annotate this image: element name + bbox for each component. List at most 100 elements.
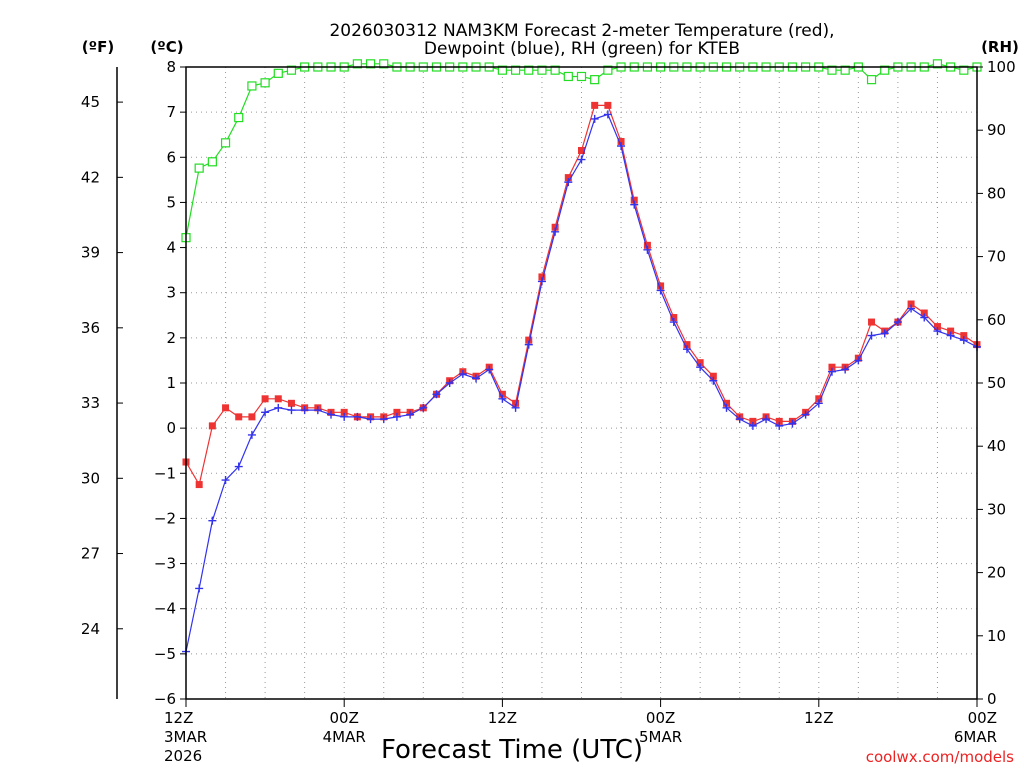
rh-point: [880, 65, 890, 75]
temperature-point: [868, 318, 876, 326]
dewpoint-point: [762, 415, 771, 424]
rh-point: [537, 65, 547, 75]
axis-ticks: −6−5−4−3−2−10123456782427303336394245010…: [81, 58, 1016, 765]
dewpoint-point: [406, 410, 415, 419]
x-tick-label: 00Z: [330, 709, 359, 727]
x-tick-date-label: 4MAR: [323, 728, 366, 746]
dewpoint-point: [195, 584, 204, 593]
dewpoint-point: [682, 345, 691, 354]
dewpoint-point: [630, 200, 639, 209]
rh-point: [590, 75, 600, 85]
temperature-point: [261, 395, 269, 403]
rh-point: [550, 65, 560, 75]
temperature-point: [749, 417, 757, 425]
x-tick-label: 12Z: [488, 709, 517, 727]
dewpoint-point: [722, 403, 731, 412]
chart-subtitle: Dewpoint (blue), RH (green) for KTEB: [424, 39, 740, 59]
temperature-point: [222, 404, 230, 412]
temperature-point: [498, 390, 506, 398]
fahrenheit-tick-label: 39: [81, 244, 100, 262]
rh-point: [365, 59, 376, 69]
temperature-point: [643, 241, 651, 249]
dewpoint-point: [867, 331, 876, 340]
temperature-point: [960, 332, 968, 340]
dewpoint-point: [827, 367, 836, 376]
fahrenheit-tick-label: 36: [81, 319, 100, 337]
dewpoint-point: [696, 363, 705, 372]
dewpoint-point: [366, 415, 375, 424]
dewpoint-point: [458, 369, 467, 378]
rh-tick-label: 40: [987, 437, 1006, 455]
celsius-tick-label: 6: [166, 148, 176, 166]
temperature-point: [287, 399, 295, 407]
temperature-point: [907, 300, 915, 308]
dewpoint-point: [880, 329, 889, 338]
rh-point: [207, 157, 217, 167]
rh-point: [234, 112, 244, 123]
celsius-axis-unit: (ºC): [150, 38, 183, 56]
rh-point: [352, 59, 362, 69]
rh-tick-label: 80: [987, 184, 1006, 202]
rh-tick-label: 30: [987, 500, 1006, 518]
celsius-tick-label: 5: [166, 193, 176, 211]
temperature-point: [235, 413, 243, 421]
rh-point: [576, 71, 587, 82]
rh-tick-label: 100: [987, 58, 1016, 76]
temperature-point: [815, 395, 823, 403]
dewpoint-point: [590, 114, 599, 123]
rh-point: [959, 65, 969, 75]
temperature-point: [340, 408, 348, 416]
temperature-point: [709, 372, 717, 380]
dewpoint-point: [854, 356, 863, 365]
rh-tick-label: 50: [987, 374, 1006, 392]
dewpoint-point: [340, 412, 349, 421]
temperature-point: [604, 101, 612, 109]
temperature-point: [617, 137, 625, 145]
dewpoint-point: [643, 245, 652, 254]
temperature-point: [920, 309, 928, 317]
celsius-tick-label: −3: [154, 555, 176, 573]
dewpoint-point: [814, 399, 823, 408]
rh-axis-unit: (RH): [981, 38, 1019, 56]
dewpoint-point: [379, 415, 388, 424]
rh-point: [497, 65, 507, 75]
rh-point: [260, 78, 270, 88]
celsius-tick-label: 3: [166, 284, 176, 302]
rh-tick-label: 10: [987, 627, 1006, 645]
dewpoint-point: [274, 403, 283, 412]
temperature-point: [947, 327, 955, 335]
dewpoint-point: [907, 304, 916, 313]
rh-point: [866, 75, 877, 85]
rh-point: [220, 138, 231, 148]
dewpoint-point: [551, 227, 560, 236]
rh-tick-label: 60: [987, 311, 1006, 329]
celsius-tick-label: −2: [154, 509, 176, 527]
temperature-point: [630, 196, 638, 204]
rh-point: [273, 68, 283, 78]
dewpoint-point: [959, 336, 968, 345]
temperature-point: [657, 282, 665, 290]
rh-tick-label: 70: [987, 248, 1006, 266]
temperature-point: [723, 399, 731, 407]
dewpoint-point: [537, 277, 546, 286]
celsius-tick-label: −4: [154, 600, 176, 618]
temperature-point: [828, 363, 836, 371]
celsius-tick-label: 8: [166, 58, 176, 76]
dewpoint-point: [353, 412, 362, 421]
dewpoint-point: [524, 340, 533, 349]
rh-point: [194, 163, 204, 173]
x-tick-label: 12Z: [164, 709, 193, 727]
dewpoint-point: [841, 365, 850, 374]
dewpoint-point: [432, 390, 441, 399]
rh-point: [286, 65, 297, 75]
chart-title: 2026030312 NAM3KM Forecast 2-meter Tempe…: [329, 21, 834, 41]
rh-tick-label: 0: [987, 690, 997, 708]
dewpoint-point: [933, 327, 942, 336]
credit-text: coolwx.com/models: [866, 748, 1014, 766]
celsius-tick-label: −6: [154, 690, 176, 708]
rh-point: [932, 59, 943, 69]
x-tick-label: 00Z: [646, 709, 675, 727]
dewpoint-point: [234, 462, 243, 471]
dewpoint-point: [392, 412, 401, 421]
rh-point: [827, 65, 837, 75]
